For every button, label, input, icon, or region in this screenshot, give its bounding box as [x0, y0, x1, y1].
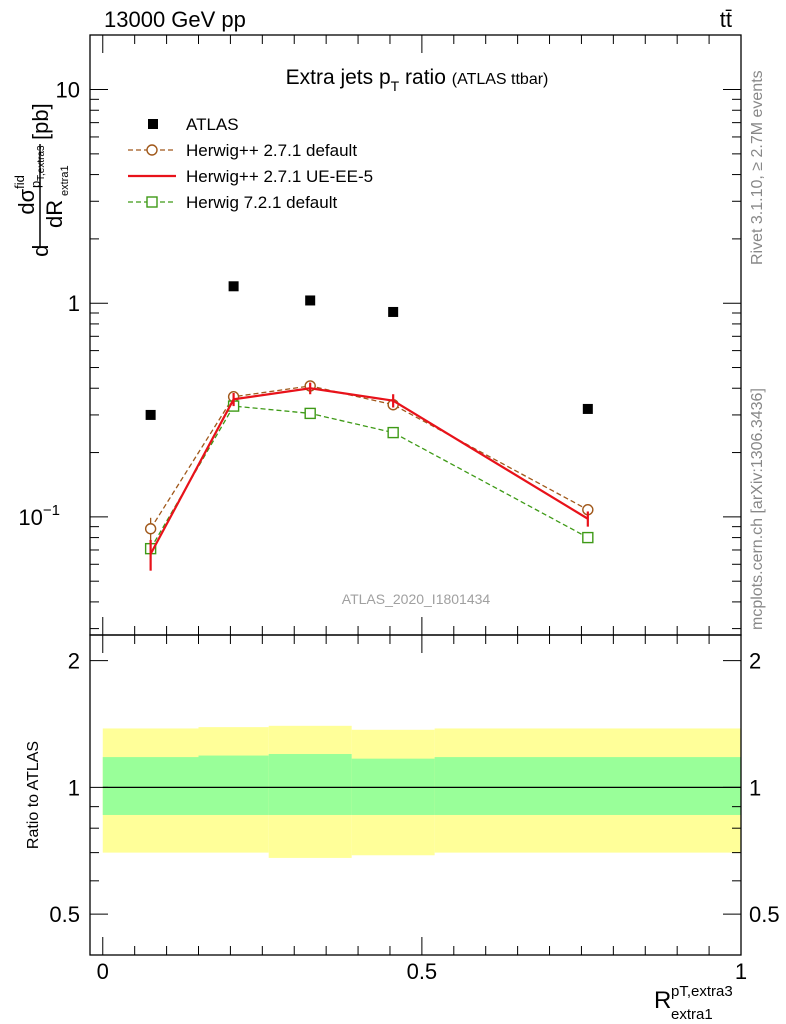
main-series-layer — [144, 281, 594, 571]
legend-entry: Herwig++ 2.7.1 UE-EE-5 — [128, 167, 373, 186]
ratio-panel: 0 0.5 1 0.5 0.5 1 1 2 2 Ratio to ATLAS — [25, 634, 780, 984]
ratio-inner-band-1 — [198, 755, 269, 815]
main-ylabel: ddσfid dR pT,extra3 extra1 [pb] — [12, 103, 71, 257]
legend-entry: Herwig 7.2.1 default — [128, 193, 337, 212]
legend-label: ATLAS — [186, 115, 239, 134]
chart-title: Extra jets pT ratio (ATLAS ttbar) — [286, 66, 549, 94]
main-panel: 10−1 1 10 Extra jets pT ratio (ATLAS ttbar… — [12, 34, 742, 636]
ratio-ytick-label-right: 2 — [749, 649, 761, 674]
data-point — [582, 531, 594, 544]
ratio-frame — [89, 634, 742, 956]
ratio-ytick-label-left: 0.5 — [49, 902, 80, 927]
legend-label: Herwig++ 2.7.1 UE-EE-5 — [186, 167, 373, 186]
rivet-version-label: Rivet 3.1.10, ≥ 2.7M events — [749, 70, 766, 265]
data-point — [145, 409, 156, 420]
svg-text:pT,extra3: pT,extra3 — [671, 983, 733, 1000]
header-final-state-label: tt̄ — [720, 7, 732, 32]
chart-subtitle: (ATLAS ttbar) — [452, 71, 549, 88]
ratio-ytick-label-right: 0.5 — [749, 902, 780, 927]
svg-text:p: p — [28, 181, 43, 188]
svg-text:ddσfid: ddσfid — [12, 175, 53, 257]
series-herwig-2-7-1-ue-ee-5 — [149, 382, 589, 571]
mcplots-label: mcplots.cern.ch [arXiv:1306.3436] — [749, 388, 766, 630]
legend-marker — [146, 196, 158, 208]
legend-marker — [148, 119, 158, 129]
series-line — [150, 405, 589, 549]
series-herwig-7-2-1-default — [144, 400, 594, 556]
ratio-ylabel: Ratio to ATLAS — [25, 741, 42, 849]
legend-entry: ATLAS — [148, 115, 239, 134]
data-point — [144, 523, 157, 535]
main-ytick-label: 10−1 — [18, 502, 60, 530]
series-line — [150, 385, 589, 530]
ratio-axis-ticks: 0 0.5 1 0.5 0.5 1 1 2 2 — [49, 635, 780, 984]
xtick-label: 0 — [97, 959, 109, 984]
ratio-inner-band-4 — [434, 757, 741, 815]
xtick-label: 1 — [735, 959, 747, 984]
legend-label: Herwig++ 2.7.1 default — [186, 141, 357, 160]
data-point — [305, 295, 316, 306]
analysis-watermark: ATLAS_2020_I1801434 — [342, 591, 491, 607]
data-point — [304, 407, 316, 420]
legend: ATLAS Herwig++ 2.7.1 default Herwig++ 2.7.… — [128, 115, 373, 212]
data-point — [228, 281, 239, 292]
svg-text:[pb]: [pb] — [28, 103, 53, 140]
svg-text:extra1: extra1 — [59, 165, 71, 196]
ratio-bands — [102, 725, 741, 858]
main-axis-ticks: 10−1 1 10 — [18, 35, 742, 635]
svg-text:dR: dR — [42, 200, 67, 228]
ratio-ytick-label-left: 1 — [68, 775, 80, 800]
ratio-ytick-label-left: 2 — [68, 649, 80, 674]
legend-marker — [146, 144, 158, 156]
legend-entry: Herwig++ 2.7.1 default — [128, 141, 357, 160]
main-ytick-label: 1 — [68, 291, 80, 316]
ratio-ytick-label-right: 1 — [749, 775, 761, 800]
svg-text:R: R — [654, 987, 671, 1014]
data-point — [387, 426, 399, 439]
series-line — [149, 387, 589, 555]
x-axis-label: R pT,extra3 extra1 — [654, 983, 733, 1023]
data-point — [388, 306, 399, 317]
svg-text:T,extra3: T,extra3 — [36, 145, 47, 181]
data-point — [582, 403, 593, 414]
series-herwig-2-7-1-default — [144, 380, 594, 542]
svg-text:extra1: extra1 — [671, 1006, 713, 1023]
header-process-label: 13000 GeV pp — [104, 7, 246, 32]
main-ytick-label: 10 — [56, 78, 80, 103]
legend-label: Herwig 7.2.1 default — [186, 193, 337, 212]
ratio-inner-band-0 — [102, 757, 199, 815]
series-atlas — [145, 281, 593, 420]
xtick-label: 0.5 — [407, 959, 438, 984]
ratio-inner-band-2 — [268, 754, 352, 815]
